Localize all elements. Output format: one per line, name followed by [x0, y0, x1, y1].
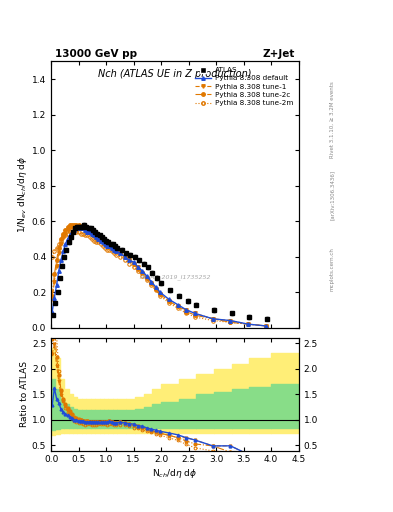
Legend: ATLAS, Pythia 8.308 default, Pythia 8.308 tune-1, Pythia 8.308 tune-2c, Pythia 8: ATLAS, Pythia 8.308 default, Pythia 8.30… — [193, 65, 295, 109]
Text: [arXiv:1306.3436]: [arXiv:1306.3436] — [330, 169, 334, 220]
Text: Z+Jet: Z+Jet — [263, 49, 295, 59]
Y-axis label: Ratio to ATLAS: Ratio to ATLAS — [20, 361, 29, 427]
Text: 13000 GeV pp: 13000 GeV pp — [55, 49, 137, 59]
Text: mcplots.cern.ch: mcplots.cern.ch — [330, 247, 334, 291]
Y-axis label: 1/N$_{ev}$ dN$_{ch}$/d$\eta$ d$\phi$: 1/N$_{ev}$ dN$_{ch}$/d$\eta$ d$\phi$ — [16, 156, 29, 233]
Text: Rivet 3.1.10, ≥ 3.2M events: Rivet 3.1.10, ≥ 3.2M events — [330, 81, 334, 158]
Text: Nch (ATLAS UE in Z production): Nch (ATLAS UE in Z production) — [98, 70, 252, 79]
Text: ATLAS_2019_I1735252: ATLAS_2019_I1735252 — [139, 274, 211, 280]
X-axis label: N$_{ch}$/d$\eta$ d$\phi$: N$_{ch}$/d$\eta$ d$\phi$ — [152, 467, 197, 480]
